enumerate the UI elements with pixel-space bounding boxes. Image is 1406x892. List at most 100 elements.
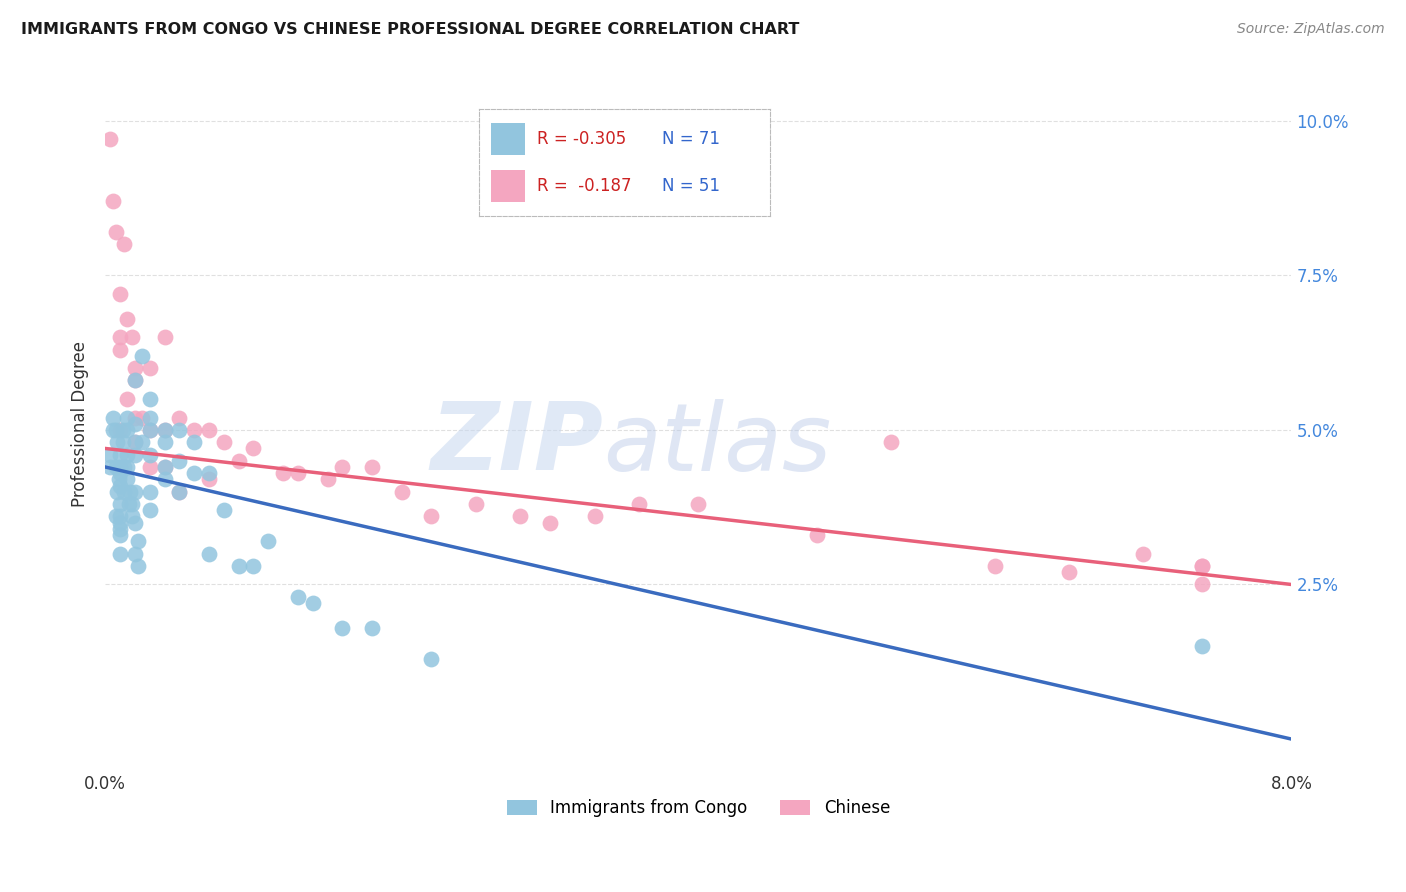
Point [117, 448, 139, 462]
Point [316, 472, 339, 486]
Point [287, 590, 309, 604]
Point [117, 392, 139, 406]
Point [984, 558, 1007, 573]
Point [108, 343, 131, 357]
Point [153, 460, 176, 475]
Point [242, 558, 264, 573]
Point [108, 448, 131, 462]
Text: ZIP: ZIP [430, 399, 603, 491]
Point [101, 410, 124, 425]
Point [131, 349, 153, 363]
Point [583, 509, 606, 524]
Point [153, 423, 176, 437]
Point [1132, 547, 1154, 561]
Point [111, 423, 134, 437]
Point [271, 466, 294, 480]
Point [183, 423, 205, 437]
Point [509, 509, 531, 524]
Point [104, 509, 127, 524]
Point [104, 423, 127, 437]
Point [153, 435, 176, 450]
Point [169, 410, 191, 425]
Point [120, 484, 142, 499]
Point [121, 330, 143, 344]
Point [198, 472, 221, 486]
Point [138, 423, 160, 437]
Point [1191, 577, 1213, 591]
Point [1191, 558, 1213, 573]
Text: Source: ZipAtlas.com: Source: ZipAtlas.com [1237, 22, 1385, 37]
Point [108, 330, 131, 344]
Point [98, 132, 121, 146]
Y-axis label: Professional Degree: Professional Degree [72, 341, 89, 507]
Point [124, 373, 146, 387]
Point [198, 466, 221, 480]
Point [127, 558, 149, 573]
Text: IMMIGRANTS FROM CONGO VS CHINESE PROFESSIONAL DEGREE CORRELATION CHART: IMMIGRANTS FROM CONGO VS CHINESE PROFESS… [21, 22, 800, 37]
Point [108, 460, 131, 475]
Point [1191, 558, 1213, 573]
Point [108, 528, 131, 542]
Point [183, 466, 205, 480]
Point [108, 478, 131, 492]
Point [108, 516, 131, 530]
Point [111, 435, 134, 450]
Point [114, 237, 136, 252]
Point [138, 484, 160, 499]
Point [420, 509, 443, 524]
Point [688, 497, 710, 511]
Point [121, 497, 143, 511]
Point [117, 460, 139, 475]
Point [104, 460, 127, 475]
Point [332, 460, 354, 475]
Point [131, 435, 153, 450]
Point [361, 621, 384, 635]
Point [98, 460, 121, 475]
Point [391, 484, 413, 499]
Point [108, 522, 131, 536]
Point [198, 423, 221, 437]
Point [124, 448, 146, 462]
Point [138, 410, 160, 425]
Point [124, 410, 146, 425]
Point [101, 423, 124, 437]
Point [124, 373, 146, 387]
Point [464, 497, 486, 511]
Point [257, 534, 280, 549]
Point [138, 460, 160, 475]
Point [114, 484, 136, 499]
Point [242, 442, 264, 456]
Point [806, 528, 828, 542]
Point [212, 503, 235, 517]
Point [108, 547, 131, 561]
Point [104, 225, 127, 239]
Point [1191, 640, 1213, 654]
Point [627, 497, 650, 511]
Point [183, 435, 205, 450]
Point [117, 311, 139, 326]
Point [169, 423, 191, 437]
Point [124, 435, 146, 450]
Point [198, 547, 221, 561]
Point [124, 361, 146, 376]
Point [169, 484, 191, 499]
Point [108, 286, 131, 301]
Point [124, 484, 146, 499]
Point [138, 392, 160, 406]
Point [108, 497, 131, 511]
Point [117, 410, 139, 425]
Point [287, 466, 309, 480]
Point [138, 423, 160, 437]
Point [108, 423, 131, 437]
Point [212, 435, 235, 450]
Point [114, 460, 136, 475]
Point [880, 435, 903, 450]
Point [127, 534, 149, 549]
Point [153, 330, 176, 344]
Point [105, 435, 128, 450]
Point [118, 497, 141, 511]
Point [228, 454, 250, 468]
Point [361, 460, 384, 475]
Point [228, 558, 250, 573]
Point [420, 651, 443, 665]
